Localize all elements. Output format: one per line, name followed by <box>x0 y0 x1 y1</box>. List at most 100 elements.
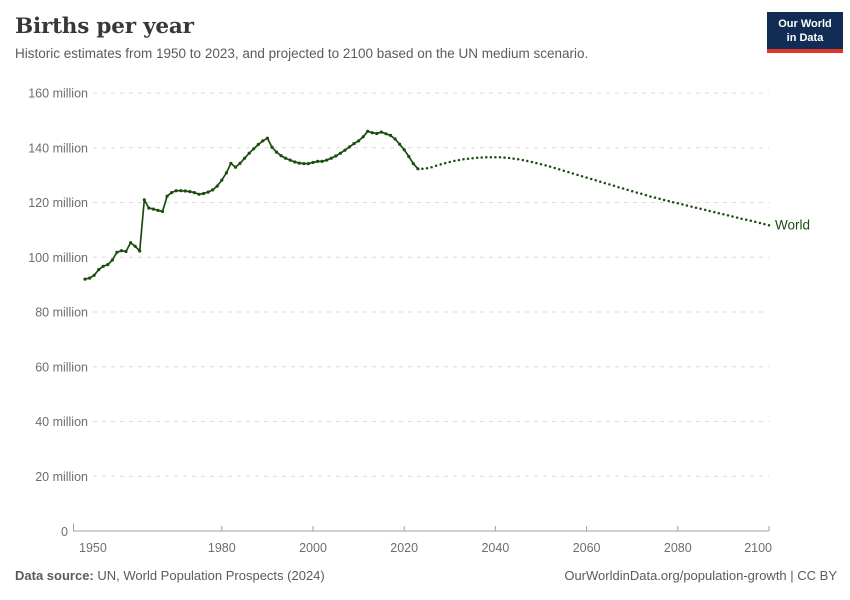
projection-dot <box>471 156 474 160</box>
world-line-projection[interactable] <box>416 155 771 227</box>
data-point-marker <box>197 192 201 196</box>
projection-dot <box>434 164 438 168</box>
data-point-marker <box>97 268 101 272</box>
world-line-historic-markers <box>83 129 420 281</box>
data-point-marker <box>398 142 402 146</box>
data-point-marker <box>274 150 279 154</box>
data-point-marker <box>306 162 310 166</box>
data-point-marker <box>384 132 388 136</box>
projection-dot <box>571 172 575 175</box>
projection-dot <box>516 157 520 161</box>
data-point-marker <box>325 158 329 162</box>
x-axis-tick-label: 2000 <box>299 541 327 555</box>
data-point-marker <box>238 161 242 165</box>
data-point-marker <box>129 241 133 245</box>
data-point-marker <box>206 190 210 194</box>
projection-dot <box>589 177 593 181</box>
projection-dot <box>603 181 607 185</box>
data-point-marker <box>252 147 256 151</box>
projection-dot <box>562 169 566 172</box>
data-point-marker <box>220 178 224 182</box>
data-point-marker <box>92 273 96 277</box>
x-axis-tick-label: 2040 <box>481 541 509 555</box>
data-point-marker <box>261 139 265 143</box>
projection-dot <box>553 166 556 170</box>
projection-dot <box>740 217 743 220</box>
projection-dot <box>530 160 534 164</box>
projection-dot <box>485 156 488 159</box>
data-point-marker <box>316 159 320 163</box>
data-point-marker <box>124 249 128 254</box>
data-point-marker <box>407 154 411 159</box>
owid-logo[interactable]: Our World in Data <box>767 12 843 53</box>
data-point-marker <box>361 135 365 139</box>
projection-dot <box>453 159 456 163</box>
data-point-marker <box>256 142 260 147</box>
projection-dot <box>430 165 433 169</box>
data-point-marker <box>183 189 187 193</box>
projection-dot <box>612 184 616 188</box>
chart-title: Births per year <box>15 14 194 39</box>
data-point-marker <box>156 208 160 212</box>
projection-dot <box>658 197 661 200</box>
projection-dot <box>676 202 680 205</box>
projection-dot <box>521 158 525 162</box>
projection-dot <box>576 173 579 177</box>
data-point-marker <box>329 156 333 160</box>
data-point-marker <box>83 277 87 281</box>
y-axis-tick-label: 0 <box>61 525 68 539</box>
y-axis-tick-label: 80 million <box>35 306 88 320</box>
data-point-marker <box>320 159 324 163</box>
chart-footer: Data source: UN, World Population Prospe… <box>15 568 837 583</box>
data-source-text: UN, World Population Prospects (2024) <box>93 568 325 583</box>
data-point-marker <box>179 189 183 193</box>
chart-subtitle: Historic estimates from 1950 to 2023, an… <box>15 46 589 61</box>
data-point-marker <box>224 171 228 175</box>
data-point-marker <box>343 148 347 152</box>
series-end-label-world[interactable]: World <box>775 218 810 233</box>
owid-url-link[interactable]: OurWorldinData.org/population-growth | C… <box>564 568 837 583</box>
projection-dot <box>416 167 420 171</box>
data-point-marker <box>147 206 151 210</box>
data-point-marker <box>106 263 110 267</box>
world-line-historic[interactable] <box>84 130 419 280</box>
projection-dot <box>667 199 670 203</box>
y-axis-tick-label: 120 million <box>28 196 88 210</box>
data-point-marker <box>334 154 338 158</box>
y-axis-tick-label: 40 million <box>35 415 88 429</box>
projection-dot <box>494 155 497 159</box>
projection-dot <box>507 156 511 160</box>
data-point-marker <box>279 154 283 158</box>
data-point-marker <box>393 137 397 141</box>
x-axis-tick-label: 2020 <box>390 541 418 555</box>
projection-dot <box>557 168 561 171</box>
data-point-marker <box>188 190 192 194</box>
data-point-marker <box>265 136 269 140</box>
projection-dot <box>685 204 689 207</box>
projection-dot <box>635 191 639 194</box>
projection-dot <box>703 208 707 212</box>
projection-dot <box>731 215 734 218</box>
data-point-marker <box>411 162 415 166</box>
data-point-marker <box>347 145 352 149</box>
projection-dot <box>526 159 529 163</box>
projection-dot <box>694 206 698 209</box>
projection-dot <box>567 170 570 174</box>
data-point-marker <box>88 276 92 280</box>
projection-dot <box>690 205 693 208</box>
projection-dot <box>544 164 547 167</box>
data-point-marker <box>366 129 370 133</box>
data-point-marker <box>284 156 288 160</box>
data-point-marker <box>151 207 155 211</box>
data-point-marker <box>142 198 146 202</box>
projection-dot <box>599 180 602 183</box>
projection-dot <box>421 167 424 171</box>
data-point-marker <box>202 191 206 196</box>
data-point-marker <box>119 249 124 253</box>
data-point-marker <box>370 131 374 135</box>
projection-dot <box>480 156 483 159</box>
projection-dot <box>439 163 442 166</box>
